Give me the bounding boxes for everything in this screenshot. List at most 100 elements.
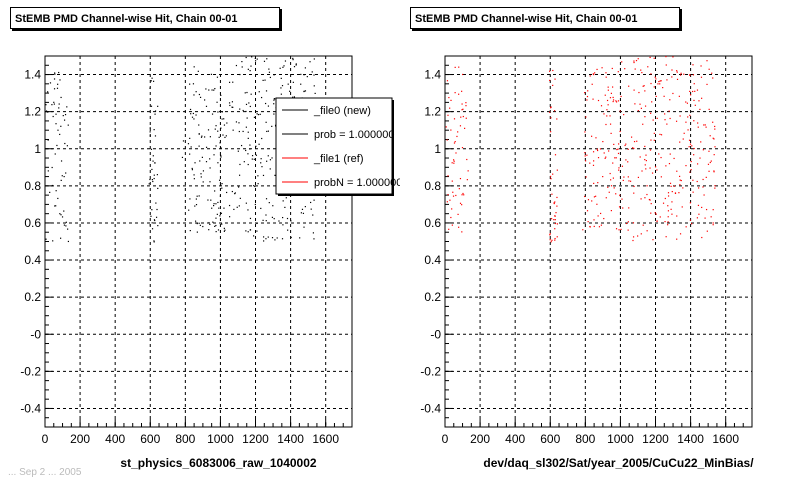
data-point (461, 90, 463, 92)
data-point (692, 64, 694, 66)
data-point (708, 108, 710, 110)
x-tick-label: 200 (470, 432, 490, 446)
data-point (593, 160, 595, 162)
data-point (458, 226, 460, 228)
data-point (314, 92, 316, 95)
data-point (285, 197, 287, 199)
data-point (466, 179, 468, 181)
data-point (556, 169, 558, 171)
data-point (664, 220, 666, 223)
data-point (452, 191, 454, 193)
data-point (219, 215, 221, 217)
data-point (193, 178, 195, 180)
data-point (249, 229, 251, 231)
data-point (194, 220, 197, 222)
data-point (247, 231, 249, 233)
data-point (282, 200, 284, 202)
data-point (205, 88, 207, 90)
data-point (596, 203, 598, 205)
data-point (552, 84, 554, 86)
data-point (249, 217, 252, 220)
data-point (632, 147, 634, 149)
data-point (215, 203, 217, 205)
data-point (704, 217, 706, 219)
data-point (281, 85, 284, 87)
data-point (450, 216, 452, 219)
data-point (260, 162, 262, 164)
data-point (600, 105, 603, 107)
data-point (692, 74, 695, 76)
data-point (60, 160, 63, 162)
data-point (683, 132, 685, 134)
data-point (67, 124, 69, 126)
data-point (687, 129, 689, 131)
y-tick-label: 1 (34, 142, 41, 156)
data-point (706, 230, 708, 232)
data-point (214, 190, 216, 192)
data-point (655, 95, 657, 98)
data-point (215, 145, 217, 147)
data-point (697, 122, 699, 124)
data-point (628, 207, 630, 209)
data-point (612, 96, 614, 99)
data-point (606, 109, 608, 111)
data-point (257, 183, 259, 185)
data-point (263, 240, 265, 242)
data-point (551, 218, 553, 220)
data-point (654, 166, 657, 168)
data-point (447, 175, 449, 177)
data-point (153, 177, 155, 180)
data-point (446, 80, 449, 82)
data-point (592, 98, 594, 100)
data-point (209, 136, 211, 138)
data-point (313, 199, 315, 201)
data-point (644, 164, 646, 166)
data-point (678, 192, 680, 194)
data-point (299, 237, 301, 239)
data-point (219, 154, 222, 156)
data-point (604, 157, 606, 159)
data-point (196, 231, 198, 233)
data-point (154, 113, 156, 115)
data-point (461, 204, 463, 206)
data-point (198, 93, 201, 96)
data-point (712, 121, 714, 123)
data-point (608, 150, 610, 152)
data-point (655, 213, 657, 215)
data-point (295, 63, 297, 65)
data-point (194, 205, 196, 207)
data-point (280, 87, 282, 89)
data-point (218, 136, 220, 138)
data-point (286, 217, 289, 220)
data-point (697, 204, 700, 207)
data-point (640, 233, 642, 235)
data-point (621, 165, 624, 167)
data-point (181, 156, 184, 159)
data-point (618, 169, 620, 171)
data-point (228, 102, 231, 104)
data-point (217, 201, 219, 204)
data-point (228, 81, 231, 83)
data-point (615, 157, 617, 159)
data-point (247, 163, 249, 166)
data-point (659, 216, 661, 218)
data-point (586, 95, 589, 98)
y-tick-label: -0.4 (420, 401, 441, 415)
x-tick-label: 1000 (207, 432, 234, 446)
data-point (610, 92, 612, 94)
data-point (693, 154, 695, 156)
data-point (679, 233, 682, 235)
data-point (193, 94, 195, 96)
data-point (656, 220, 658, 222)
data-point (611, 86, 614, 88)
data-point (269, 159, 272, 161)
data-point (189, 108, 192, 111)
data-point (582, 229, 584, 231)
data-point (452, 195, 455, 197)
data-point (221, 111, 223, 113)
data-point (263, 60, 266, 62)
data-point (256, 113, 258, 115)
data-point (709, 161, 711, 164)
data-point (666, 79, 668, 81)
data-point (150, 80, 152, 82)
